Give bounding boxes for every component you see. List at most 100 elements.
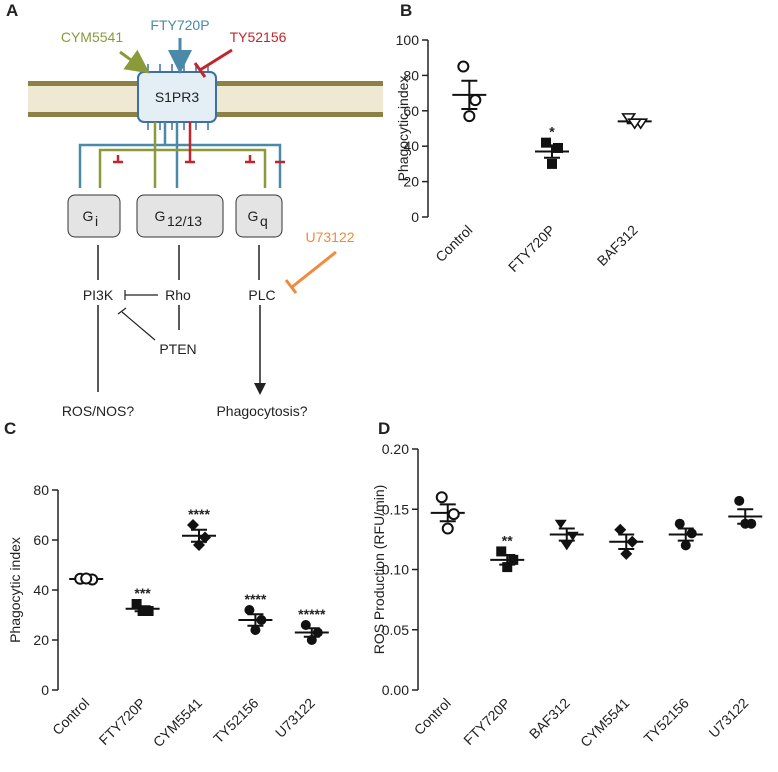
significance: *** bbox=[134, 585, 151, 601]
point bbox=[502, 562, 513, 573]
point bbox=[469, 94, 482, 107]
x-tick-label: FTY720P bbox=[96, 695, 149, 748]
y-tick-label: 60 bbox=[403, 103, 419, 119]
signal-lines bbox=[98, 122, 267, 188]
x-tick-label: U73122 bbox=[705, 695, 751, 741]
y-tick-label: 0.20 bbox=[382, 441, 409, 457]
g-protein-label: G bbox=[155, 208, 166, 224]
ligand-label: TY52156 bbox=[230, 29, 287, 45]
y-tick-label: 20 bbox=[33, 632, 49, 648]
point bbox=[244, 605, 255, 615]
x-tick-label: Control bbox=[411, 695, 454, 738]
y-tick-label: 0 bbox=[41, 682, 49, 698]
point bbox=[131, 599, 142, 609]
point bbox=[541, 137, 551, 148]
point bbox=[734, 495, 745, 506]
panel-label: C bbox=[4, 419, 16, 438]
outcome-label: Phagocytosis? bbox=[216, 403, 307, 419]
inhibitor-label: U73122 bbox=[305, 229, 354, 245]
x-tick-label: Control bbox=[432, 222, 475, 265]
point bbox=[441, 522, 454, 535]
point bbox=[300, 620, 311, 630]
point bbox=[620, 547, 633, 560]
point bbox=[547, 158, 557, 169]
point bbox=[680, 540, 691, 551]
y-tick-label: 40 bbox=[33, 582, 49, 598]
inhibit-bar bbox=[284, 279, 298, 294]
point bbox=[187, 519, 199, 531]
signal-lines bbox=[78, 122, 282, 188]
point bbox=[674, 518, 685, 529]
significance: ***** bbox=[298, 606, 326, 622]
x-tick-label: CYM5541 bbox=[577, 695, 632, 750]
point bbox=[199, 531, 211, 544]
inhibit-line bbox=[199, 48, 233, 72]
significance: **** bbox=[188, 506, 210, 522]
y-tick-label: 0.10 bbox=[382, 562, 409, 578]
g-protein-sub: q bbox=[260, 213, 268, 229]
effector-label: Rho bbox=[165, 287, 191, 303]
point bbox=[143, 606, 154, 616]
point bbox=[621, 113, 637, 125]
x-tick-label: TY52156 bbox=[640, 695, 692, 747]
receptor-label: S1PR3 bbox=[155, 89, 200, 105]
point bbox=[614, 523, 627, 536]
inhibit-bar bbox=[193, 62, 207, 78]
point bbox=[566, 531, 579, 541]
point bbox=[80, 572, 93, 585]
point bbox=[626, 535, 639, 548]
significance: * bbox=[549, 124, 555, 140]
significance: ** bbox=[502, 532, 513, 548]
x-tick-label: BAF312 bbox=[526, 695, 573, 742]
x-tick-label: FTY720P bbox=[505, 222, 558, 275]
x-tick-label: U73122 bbox=[272, 695, 318, 741]
point bbox=[686, 528, 697, 539]
g-protein-box bbox=[67, 194, 121, 238]
point bbox=[508, 554, 519, 565]
y-tick-label: 60 bbox=[33, 532, 49, 548]
y-tick-label: 0.15 bbox=[382, 501, 409, 517]
point bbox=[256, 615, 267, 625]
x-tick-label: FTY720P bbox=[460, 695, 513, 748]
y-axis-label: ROS Production (RFU/min) bbox=[371, 485, 387, 655]
g-protein-label: G bbox=[83, 208, 94, 224]
y-tick-label: 20 bbox=[403, 174, 419, 190]
panel-label: A bbox=[6, 1, 18, 20]
ligand-label: FTY720P bbox=[150, 17, 209, 33]
x-tick-label: TY52156 bbox=[210, 695, 262, 747]
point bbox=[496, 546, 507, 557]
y-tick-label: 80 bbox=[33, 482, 49, 498]
y-tick-label: 80 bbox=[403, 67, 419, 83]
point bbox=[457, 60, 470, 73]
point bbox=[250, 625, 261, 635]
point bbox=[137, 606, 148, 616]
effector-label: PLC bbox=[248, 287, 275, 303]
panel-label: D bbox=[378, 419, 390, 438]
g-protein-box bbox=[136, 194, 224, 238]
inhibit-line bbox=[291, 250, 337, 289]
pathway-diagram: A S1PR3 CYM5541 FTY720P TY52156 G i G 12… bbox=[6, 1, 383, 419]
dot-plot: B 0 20 40 60 80 100 Phagocytic index Control FTY7… bbox=[395, 1, 652, 275]
g-protein-box bbox=[235, 194, 283, 238]
effector-label: PTEN bbox=[159, 341, 196, 357]
point bbox=[306, 635, 317, 645]
g-protein-sub: i bbox=[95, 213, 98, 229]
y-axis-label: Phagocytic index bbox=[7, 537, 23, 643]
effector-label: PI3K bbox=[83, 287, 114, 303]
point bbox=[740, 518, 751, 529]
g-protein-label: G bbox=[248, 208, 259, 224]
inhibit-lines bbox=[117, 290, 158, 341]
y-tick-label: 0.00 bbox=[382, 682, 409, 698]
x-tick-label: Control bbox=[49, 695, 92, 738]
dot-plot: D 0.00 0.05 0.10 0.15 0.20 ROS Production (RFU… bbox=[371, 419, 763, 750]
point bbox=[627, 118, 643, 130]
point bbox=[554, 519, 567, 529]
point bbox=[447, 508, 460, 521]
point bbox=[560, 541, 573, 551]
x-tick-label: BAF312 bbox=[594, 222, 641, 269]
g-protein-sub: 12/13 bbox=[167, 213, 202, 229]
panel-label: B bbox=[400, 1, 412, 20]
ligand-label: CYM5541 bbox=[61, 29, 123, 45]
y-axis-label: Phagocytic index bbox=[395, 76, 411, 182]
